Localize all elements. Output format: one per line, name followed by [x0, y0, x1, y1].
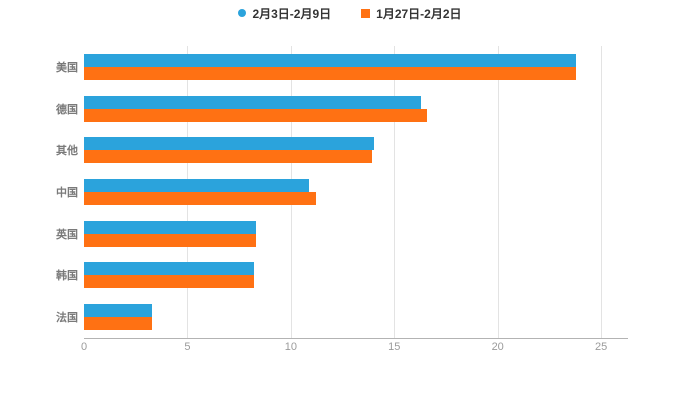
legend-item-week-current[interactable]: 2月3日-2月9日 — [238, 5, 331, 22]
legend-circle-marker-icon — [238, 9, 247, 17]
x-tick-label-10: 10 — [284, 341, 297, 353]
y-category-label-1: 德国 — [56, 103, 78, 116]
bar-series0-韩国 — [84, 262, 254, 276]
bar-series1-德国 — [84, 108, 428, 122]
y-category-label-6: 法国 — [56, 312, 78, 325]
y-category-label-4: 英国 — [56, 228, 78, 241]
legend-label-week-previous: 1月27日-2月2日 — [376, 6, 462, 21]
y-category-label-5: 韩国 — [56, 270, 78, 283]
bar-series1-美国 — [84, 66, 577, 80]
x-axis-labels: 0 5 10 15 20 25 — [80, 341, 628, 355]
bar-series1-法国 — [84, 317, 153, 331]
y-category-label-2: 其他 — [56, 145, 78, 158]
y-category-label-3: 中国 — [56, 187, 78, 199]
legend-label-week-current: 2月3日-2月9日 — [252, 6, 332, 21]
x-tick-label-15: 15 — [388, 341, 401, 353]
bar-series1-中国 — [84, 192, 316, 205]
bar-series0-美国 — [84, 53, 577, 67]
bar-series1-英国 — [84, 233, 256, 247]
legend-square-marker-icon — [361, 8, 371, 18]
y-axis-labels: 美国德国其他中国英国韩国法国 — [0, 46, 78, 338]
bar-series0-法国 — [84, 304, 153, 318]
gridline-x-20 — [497, 46, 499, 338]
gridline-x-15 — [394, 46, 396, 338]
plot-area — [84, 46, 628, 339]
bar-series0-其他 — [84, 137, 374, 151]
bar-series1-其他 — [84, 150, 372, 164]
bar-series1-韩国 — [84, 275, 254, 289]
legend-item-week-previous[interactable]: 1月27日-2月2日 — [361, 5, 462, 22]
x-tick-label-20: 20 — [491, 341, 504, 353]
x-tick-label-25: 25 — [594, 341, 608, 353]
gridline-x-25 — [601, 46, 603, 338]
bar-series0-中国 — [84, 179, 310, 192]
bar-series0-德国 — [84, 95, 422, 109]
bar-series0-英国 — [84, 220, 256, 234]
legend: 2月3日-2月9日 1月27日-2月2日 — [0, 4, 700, 22]
x-tick-label-5: 5 — [184, 341, 191, 353]
x-tick-label-0: 0 — [80, 341, 88, 353]
y-category-label-0: 美国 — [56, 61, 78, 74]
